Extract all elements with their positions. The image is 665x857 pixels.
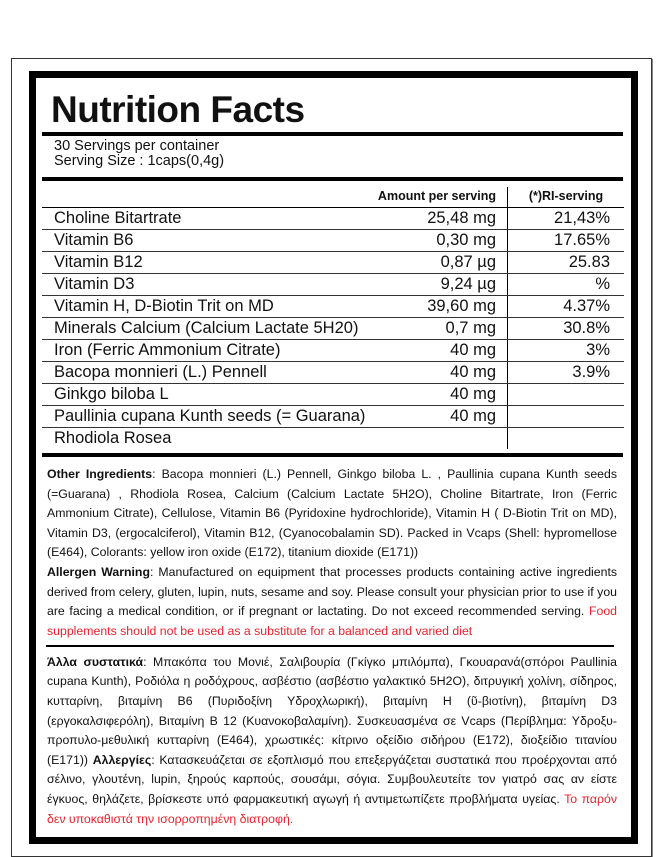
nutrient-ri [507, 405, 624, 428]
nutrient-amount: 40 mg [374, 361, 509, 384]
nutrient-ri: 25.83 [507, 251, 624, 274]
nutrient-name: Rhodiola Rosea [54, 429, 172, 447]
nutrient-amount: 0,7 mg [374, 317, 509, 340]
other-ingredients-label: Other Ingredients [47, 467, 153, 481]
nutrient-name: Vitamin B6 [42, 229, 375, 252]
greek-warning-text: Το παρόν δεν υποκαθιστά την ισορροπημένη… [47, 792, 618, 826]
greek-other-label: Άλλα συστατικά [47, 654, 144, 669]
other-ingredients-text: : Bacopa monnieri (L.) Pennell, Ginkgo b… [47, 467, 617, 560]
table-row: Vitamin B12 0,87 µg 25.83 [42, 251, 624, 274]
table-row: Choline Bitartrate 25,48 mg 21,43% [42, 207, 624, 230]
allergen-text: : Manufactured on equipment that process… [47, 564, 618, 619]
nutrient-name: Bacopa monnieri (L.) Pennell [42, 361, 375, 384]
nutrient-amount [374, 427, 509, 449]
page-title: Nutrition Facts [51, 89, 305, 130]
nutrient-amount: 39,60 mg [374, 295, 509, 318]
outer-border: Nutrition Facts 30 Servings per containe… [11, 58, 652, 857]
nutrient-amount: 0,87 µg [374, 251, 509, 274]
servings-per-container: 30 Servings per container [54, 138, 220, 154]
header-name [42, 187, 375, 208]
greek-allergen-text: : Κατασκευάζεται σε εξοπλισμό που επεξερ… [47, 752, 617, 806]
table-row: Ginkgo biloba L 40 mg [42, 383, 624, 406]
nutrient-ri: 21,43% [507, 207, 624, 230]
header-amount: Amount per serving [374, 187, 509, 208]
nutrient-ri: 17.65% [507, 229, 624, 252]
header-ri: (*)RI-serving [507, 187, 624, 208]
nutrient-name: Ginkgo biloba L [42, 383, 375, 406]
allergen-label: Allergen Warning [47, 564, 150, 579]
nutrient-amount: 40 mg [374, 383, 509, 406]
table-row: Iron (Ferric Ammonium Citrate) 40 mg 3% [42, 339, 624, 362]
table-row: Vitamin D3 9,24 µg% [42, 273, 624, 296]
nutrient-amount: 0,30 mg [374, 229, 509, 252]
greek-other-text: : Μπακόπα του Μονιέ, Σαλιβουρία (Γκίγκο … [47, 654, 618, 767]
nutrient-name: Paullinia cupana Kunth seeds (= Guarana) [42, 405, 375, 428]
divider [46, 645, 614, 647]
nutrient-amount: 25,48 mg [374, 207, 509, 230]
nutrition-table: Amount per serving (*)RI-serving Choline… [42, 187, 624, 449]
nutrient-ri: 3.9% [507, 361, 624, 384]
nutrient-name: Vitamin D3 [42, 273, 375, 296]
nutrient-ri [508, 428, 625, 450]
nutrient-name: Iron (Ferric Ammonium Citrate) [42, 339, 375, 362]
nutrient-amount: 40 mg [374, 405, 509, 428]
table-row: Minerals Calcium (Calcium Lactate 5H20) 0… [42, 317, 624, 340]
table-header: Amount per serving (*)RI-serving [42, 187, 624, 208]
greek-ingredients: Άλλα συστατικά: Μπακόπα του Μονιέ, Σαλιβ… [47, 653, 617, 829]
nutrient-ri [507, 383, 624, 406]
nutrition-label: Nutrition Facts 30 Servings per containe… [29, 71, 638, 845]
divider [42, 177, 623, 181]
nutrient-amount: 40 mg [374, 339, 509, 362]
table-row: Paullinia cupana Kunth seeds (= Guarana)… [42, 405, 624, 428]
divider [42, 453, 623, 457]
english-ingredients: Other Ingredients: Bacopa monnieri (L.) … [47, 465, 617, 641]
nutrient-name: Minerals Calcium (Calcium Lactate 5H20) [42, 317, 375, 340]
nutrient-ri: 3% [507, 339, 624, 362]
nutrient-ri: 30.8% [507, 317, 624, 340]
nutrient-amount: 9,24 µg [374, 273, 509, 296]
warning-text: Food supplements should not be used as a… [47, 604, 617, 638]
nutrient-name: Vitamin B12 [42, 251, 375, 274]
table-row: Vitamin H, D-Biotin Trit on MD 39,60 mg 4.… [42, 295, 624, 318]
serving-size: Serving Size : 1caps(0,4g) [54, 153, 225, 169]
nutrient-name: Choline Bitartrate [42, 207, 375, 230]
greek-allergen-label: Αλλεργίες [92, 752, 152, 767]
table-row: Bacopa monnieri (L.) Pennell 40 mg 3.9% [42, 361, 624, 384]
table-row: Rhodiola Rosea [42, 427, 625, 450]
divider [42, 132, 623, 136]
nutrient-name: Vitamin H, D-Biotin Trit on MD [42, 295, 375, 318]
nutrient-ri: 4.37% [507, 295, 624, 318]
nutrient-ri: % [507, 273, 624, 296]
table-row: Vitamin B6 0,30 mg 17.65% [42, 229, 624, 252]
